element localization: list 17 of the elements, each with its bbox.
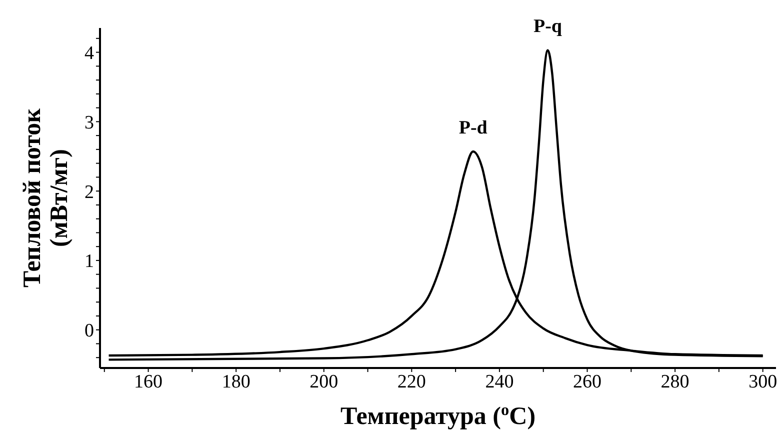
y-tick-label: 4 — [84, 43, 94, 64]
x-tick-label: 280 — [660, 371, 690, 392]
y-tick-label: 2 — [84, 182, 94, 203]
annotation: P-q — [533, 16, 562, 38]
x-tick-label: 240 — [485, 371, 514, 392]
annotation: P-d — [458, 118, 488, 139]
x-tick-label: 200 — [310, 371, 338, 392]
x-axis-title: Температура ($^{o}$C) — [340, 401, 536, 430]
y-tick-label: 3 — [84, 112, 94, 134]
x-tick-label: 220 — [397, 371, 426, 392]
y-tick-label: 1 — [84, 251, 94, 272]
x-tick-label: 300 — [748, 371, 778, 392]
x-tick-label: 160 — [134, 371, 163, 392]
x-tick-label: 260 — [572, 371, 602, 392]
x-tick-label: 180 — [222, 371, 250, 392]
y-tick-label: 0 — [84, 320, 94, 342]
y-axis-title: Тепловой поток (мВт/мг) — [19, 108, 73, 288]
